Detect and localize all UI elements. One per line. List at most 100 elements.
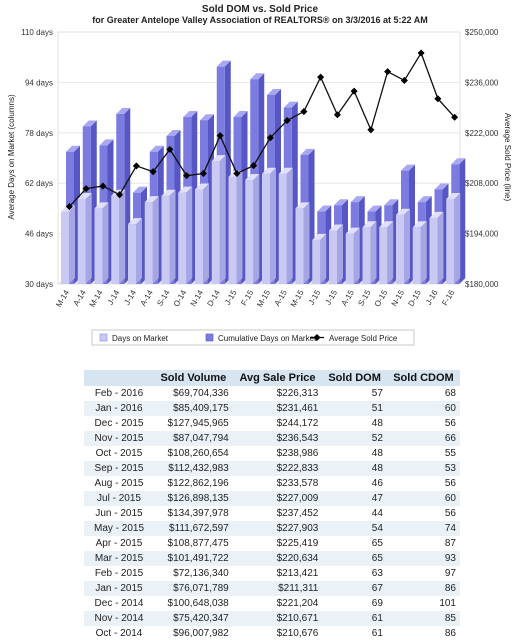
- price-point: [233, 169, 241, 178]
- bar-dom-face: [362, 227, 371, 284]
- bar-dom-face: [111, 195, 120, 284]
- legend: Days on Market Cumulative Days on Market…: [91, 329, 415, 346]
- bar-cdom-top: [283, 101, 298, 108]
- bar-cdom-top: [200, 114, 214, 121]
- table-row: Jul - 2015 $126,898,135 $227,009 47 60: [84, 491, 460, 506]
- price-point: [417, 49, 425, 57]
- bar-dom: [379, 221, 394, 284]
- y-tick-label: 110 days: [21, 28, 53, 37]
- cell-avg-sale-price: $210,671: [232, 611, 323, 626]
- bar-dom: [396, 208, 410, 284]
- bar-dom-face: [295, 208, 304, 284]
- cell-sold-volume: $76,071,789: [154, 581, 233, 596]
- x-tick-label: A-14: [72, 288, 89, 308]
- price-point: [199, 169, 207, 178]
- x-tick-label: S-14: [155, 288, 172, 308]
- legend-marker-price: [313, 333, 321, 342]
- cell-avg-sale-price: $227,009: [232, 491, 323, 506]
- price-point: [166, 145, 174, 153]
- bar-cdom-top: [451, 158, 466, 165]
- bar-dom-top: [295, 202, 310, 209]
- header-sold-volume: Sold Volume: [154, 370, 233, 386]
- bar-dom-top: [94, 202, 109, 209]
- bar-dom-top: [262, 167, 276, 174]
- bar-dom-top: [77, 192, 92, 199]
- table-row: Feb - 2016 $69,704,336 $226,313 57 68: [84, 386, 460, 401]
- x-tick-label: A-15: [340, 288, 357, 308]
- bar-dom-top: [312, 233, 327, 240]
- bar-cdom-top: [317, 205, 332, 212]
- cell-sold-cdom: 93: [386, 551, 460, 566]
- cell-avg-sale-price: $233,578: [232, 476, 323, 491]
- price-line: [68, 51, 456, 208]
- cell-sold-dom: 44: [322, 506, 387, 521]
- cell-avg-sale-price: $236,543: [232, 431, 323, 446]
- bar-cdom-top: [116, 107, 131, 114]
- bar-cdom-top: [350, 196, 365, 203]
- bar-dom-top: [379, 221, 394, 228]
- price-point: [384, 68, 392, 76]
- cell-month: Mar - 2015: [84, 551, 154, 566]
- price-point: [434, 95, 442, 103]
- price-point: [367, 126, 375, 134]
- bar-dom-face: [262, 173, 270, 284]
- cell-avg-sale-price: $226,313: [232, 386, 323, 401]
- bar-dom: [61, 205, 75, 284]
- cell-sold-volume: $122,862,196: [154, 476, 233, 491]
- y-tick-label: 94 days: [25, 78, 53, 87]
- bar-dom-side: [102, 202, 109, 284]
- table-row: Dec - 2015 $127,945,965 $244,172 48 56: [84, 416, 460, 431]
- cell-month: Jan - 2016: [84, 401, 154, 416]
- bar-dom-face: [396, 214, 404, 284]
- bar-dom-face: [345, 233, 354, 284]
- table-row: Jan - 2015 $76,071,789 $211,311 67 86: [84, 581, 460, 596]
- bar-dom-top: [429, 211, 444, 218]
- bar-dom: [111, 189, 126, 284]
- bar-dom-side: [420, 221, 427, 284]
- table-row: Jun - 2015 $134,397,978 $237,452 44 56: [84, 506, 460, 521]
- bar-dom-face: [61, 211, 69, 284]
- x-tick-label: A-15: [273, 288, 290, 308]
- bar-dom: [161, 189, 176, 284]
- cell-sold-dom: 48: [322, 461, 387, 476]
- bar-dom: [312, 233, 327, 284]
- cell-month: Oct - 2015: [84, 446, 154, 461]
- cell-sold-volume: $108,877,475: [154, 536, 233, 551]
- bar-cdom-top: [133, 186, 147, 193]
- cell-avg-sale-price: $220,634: [232, 551, 323, 566]
- bar-cdom-top: [334, 199, 348, 206]
- x-tick-label: M-15: [255, 288, 272, 309]
- bar-dom-top: [446, 192, 461, 199]
- x-ticks: M-14 A-14 M-14 J-14 J-14 A-14 S-14 O-14 N-14 D-14…: [54, 288, 456, 309]
- cell-month: Jul - 2015: [84, 491, 154, 506]
- cell-avg-sale-price: $222,833: [232, 461, 323, 476]
- cell-month: Feb - 2015: [84, 566, 154, 581]
- price-point: [116, 191, 124, 199]
- bar-dom-side: [85, 192, 92, 284]
- chart-title: Sold DOM vs. Sold Price: [202, 4, 319, 15]
- stats-table-container: Sold Volume Avg Sale Price Sold DOM Sold…: [84, 370, 460, 641]
- cell-sold-dom: 46: [322, 476, 387, 491]
- price-point: [149, 168, 157, 176]
- table-row: Jan - 2016 $85,409,175 $231,461 51 60: [84, 401, 460, 416]
- cell-sold-dom: 48: [322, 446, 387, 461]
- bar-dom-face: [144, 202, 153, 284]
- price-point: [317, 73, 325, 81]
- cell-sold-dom: 61: [322, 611, 387, 626]
- cell-sold-dom: 52: [322, 431, 387, 446]
- bar-cdom-top: [267, 89, 281, 95]
- y-tick-label: 78 days: [25, 129, 53, 138]
- bar-dom: [211, 155, 226, 284]
- cell-sold-cdom: 56: [386, 506, 460, 521]
- cell-month: Dec - 2014: [84, 596, 154, 611]
- table-row: Feb - 2015 $72,136,340 $213,421 63 97: [84, 566, 460, 581]
- cell-sold-volume: $127,945,965: [154, 416, 233, 431]
- bar-dom-face: [312, 239, 321, 284]
- cell-month: Aug - 2015: [84, 476, 154, 491]
- bar-dom-face: [379, 227, 388, 284]
- cell-month: Jun - 2015: [84, 506, 154, 521]
- cell-sold-volume: $134,397,978: [154, 506, 233, 521]
- bar-dom-top: [329, 224, 343, 231]
- table-row: Apr - 2015 $108,877,475 $225,419 65 87: [84, 536, 460, 551]
- x-tick-label: M-14: [88, 288, 105, 309]
